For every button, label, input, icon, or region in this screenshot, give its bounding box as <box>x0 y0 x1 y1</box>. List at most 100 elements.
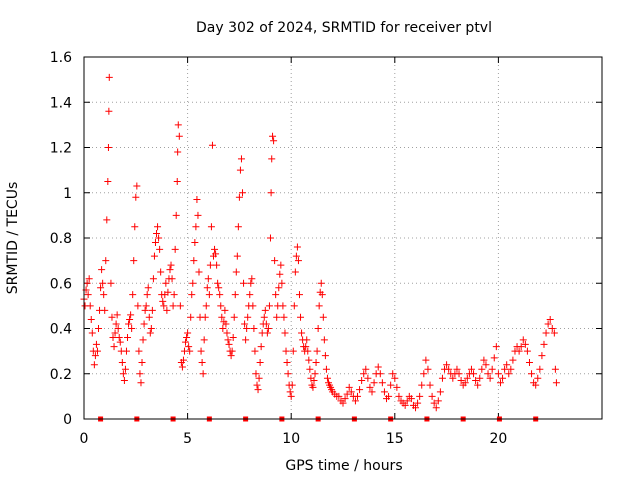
data-point <box>193 196 201 204</box>
data-point <box>133 182 141 190</box>
data-point <box>294 257 302 265</box>
x-tick-label: 15 <box>386 431 404 447</box>
data-point <box>426 381 434 389</box>
data-point <box>97 284 105 292</box>
data-point <box>105 73 113 81</box>
data-point <box>194 211 202 219</box>
data-point <box>281 329 289 337</box>
data-point <box>167 261 175 269</box>
data-point <box>293 243 301 251</box>
data-point <box>461 379 469 387</box>
data-point <box>145 313 153 321</box>
data-point <box>507 365 515 373</box>
x-axis-label: GPS time / hours <box>285 458 402 474</box>
data-point <box>221 306 229 314</box>
data-series <box>80 73 560 422</box>
data-point <box>233 252 241 260</box>
data-point <box>95 325 103 332</box>
data-point <box>100 291 108 299</box>
data-point <box>104 177 112 185</box>
data-point <box>187 313 195 321</box>
data-point <box>146 329 154 337</box>
data-point <box>505 370 513 378</box>
data-point <box>189 279 197 287</box>
data-point <box>472 377 480 385</box>
data-point <box>263 329 271 337</box>
data-point <box>492 343 500 351</box>
data-point <box>99 279 107 287</box>
data-point <box>271 257 279 265</box>
data-point <box>302 343 310 351</box>
x-tick-label: 20 <box>489 431 507 447</box>
data-point <box>179 356 187 364</box>
data-point <box>315 302 323 310</box>
y-tick-label: 1.6 <box>50 50 72 66</box>
data-point <box>159 297 167 305</box>
y-tick-label: 1.2 <box>50 141 72 157</box>
data-point <box>234 223 242 231</box>
data-point <box>125 320 133 328</box>
data-point <box>198 358 206 366</box>
data-point <box>551 365 559 373</box>
grid <box>84 57 602 419</box>
data-point <box>438 374 446 382</box>
data-point <box>253 381 261 389</box>
data-point <box>103 216 111 224</box>
data-point <box>488 365 496 373</box>
y-tick-label: 0.6 <box>50 276 72 292</box>
data-point <box>191 239 199 247</box>
data-point <box>237 155 245 163</box>
data-point <box>478 365 486 373</box>
data-point <box>212 250 220 258</box>
data-point <box>137 379 145 387</box>
data-point <box>127 311 135 319</box>
data-point <box>111 329 119 337</box>
data-point <box>366 383 374 391</box>
data-point <box>260 313 268 321</box>
data-point <box>83 279 91 287</box>
data-point <box>335 392 343 400</box>
data-point <box>347 388 355 396</box>
data-point <box>116 338 124 346</box>
data-point <box>200 336 208 344</box>
data-point <box>124 334 132 342</box>
data-point <box>119 370 127 378</box>
data-point <box>378 379 386 387</box>
data-point <box>227 352 235 360</box>
data-point <box>248 275 256 283</box>
data-point <box>217 302 225 310</box>
data-point <box>184 329 192 337</box>
data-point <box>277 261 285 269</box>
data-point <box>160 302 168 310</box>
data-point <box>486 374 494 382</box>
data-point <box>151 239 159 247</box>
data-point <box>268 155 276 163</box>
data-point <box>322 365 330 373</box>
data-point <box>310 377 318 385</box>
data-point <box>267 189 275 197</box>
data-point <box>283 358 291 366</box>
data-point <box>262 320 270 328</box>
data-point <box>207 223 215 231</box>
data-point <box>240 279 248 287</box>
data-point <box>385 392 393 400</box>
data-point <box>110 343 118 351</box>
data-point <box>216 291 224 299</box>
data-point <box>509 356 517 364</box>
data-point <box>91 352 99 360</box>
data-point <box>130 257 138 265</box>
data-point <box>223 329 231 337</box>
data-point <box>476 374 484 382</box>
data-point <box>391 374 399 382</box>
data-point <box>362 365 370 373</box>
data-point <box>503 361 511 369</box>
data-point <box>115 334 123 342</box>
data-point <box>292 252 300 260</box>
data-point <box>434 397 442 405</box>
data-point <box>474 381 482 389</box>
data-point <box>214 279 222 287</box>
data-point <box>496 379 504 387</box>
data-point <box>155 234 163 242</box>
data-point <box>354 392 362 400</box>
data-point <box>343 390 351 398</box>
